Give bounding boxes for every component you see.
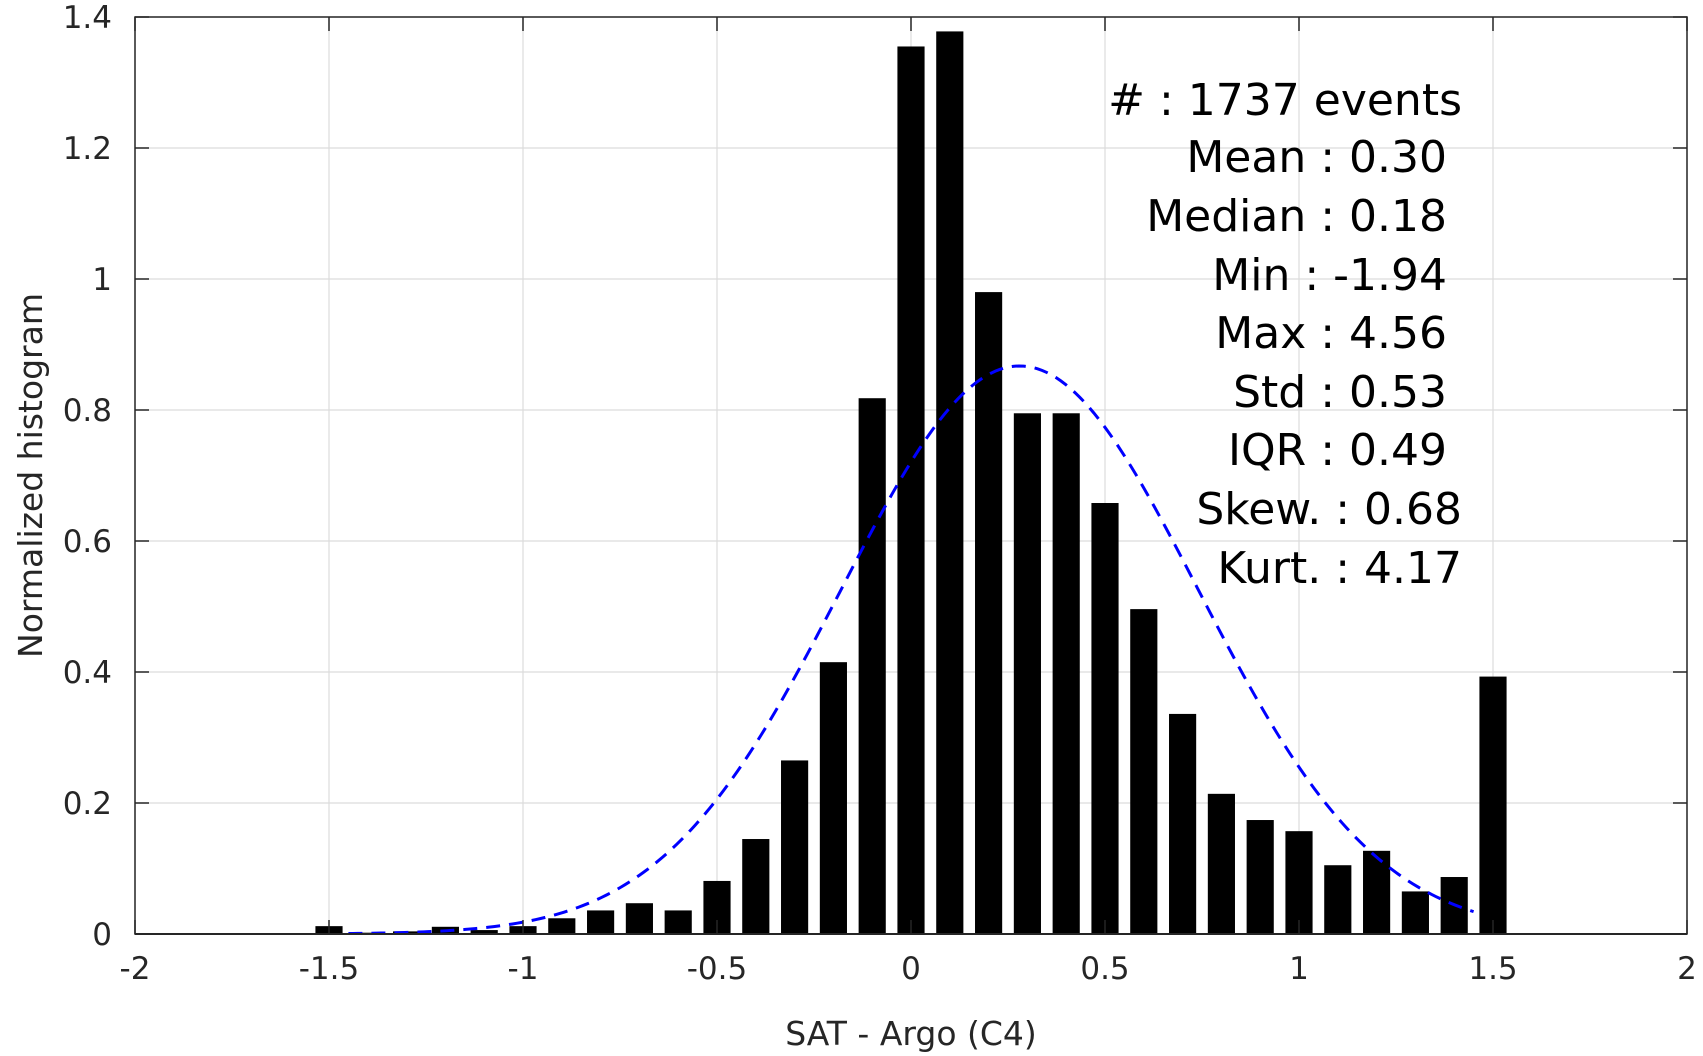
y-tick-label-2: 0.4: [63, 655, 112, 691]
stats-line-kurt: Kurt. : 4.17: [1217, 543, 1462, 594]
histogram-bar-27: [1363, 850, 1391, 934]
y-tick-label-7: 1.4: [63, 0, 112, 36]
histogram-bar-24: [1246, 820, 1274, 934]
histogram-bar-7: [587, 910, 615, 934]
x-tick-label-7: 1.5: [1468, 951, 1517, 987]
x-tick-label-1: -1.5: [299, 951, 360, 987]
histogram-bar-30: [1479, 676, 1507, 934]
y-tick-label-6: 1.2: [63, 131, 112, 167]
x-tick-label-0: -2: [120, 951, 151, 987]
stats-line-median: Median : 0.18: [1146, 191, 1447, 242]
histogram-bar-18: [1013, 413, 1041, 934]
histogram-bar-9: [664, 910, 692, 934]
histogram-bar-8: [625, 903, 653, 934]
histogram-bar-28: [1401, 891, 1429, 934]
histogram-bar-4: [470, 930, 498, 934]
histogram-bar-20: [1091, 503, 1119, 934]
x-tick-label-5: 0.5: [1080, 951, 1129, 987]
histogram-bar-16: [936, 31, 964, 935]
stats-line-mean: Mean : 0.30: [1186, 132, 1447, 183]
histogram-bar-6: [548, 918, 576, 934]
y-tick-label-1: 0.2: [63, 786, 112, 822]
histogram-bar-15: [897, 46, 925, 935]
normal-fit-curve: [348, 364, 1475, 936]
stats-line-iqr: IQR : 0.49: [1228, 425, 1447, 476]
y-tick-label-5: 1: [92, 262, 112, 298]
statistics-annotation: # : 1737 events Mean : 0.30 Median : 0.1…: [1108, 75, 1462, 594]
y-tick-labels: 0 0.2 0.4 0.6 0.8 1 1.2 1.4: [63, 0, 112, 953]
x-tick-label-8: 2: [1677, 951, 1697, 987]
histogram-bar-22: [1169, 713, 1197, 934]
y-axis-label: Normalized histogram: [11, 293, 50, 658]
stats-line-skew: Skew. : 0.68: [1196, 484, 1462, 535]
x-axis-label: SAT - Argo (C4): [785, 1014, 1037, 1053]
stats-line-count: # : 1737 events: [1108, 75, 1462, 126]
histogram-bar-13: [819, 662, 847, 934]
axis-ticks: [134, 16, 1688, 935]
x-tick-label-3: -0.5: [687, 951, 748, 987]
y-tick-label-0: 0: [92, 917, 112, 953]
x-tick-label-6: 1: [1289, 951, 1309, 987]
histogram-bar-21: [1130, 609, 1158, 934]
histogram-bars: [315, 31, 1507, 935]
histogram-bar-14: [858, 398, 886, 935]
histogram-bar-23: [1207, 793, 1235, 934]
stats-line-max: Max : 4.56: [1215, 308, 1447, 359]
x-tick-labels: -2 -1.5 -1 -0.5 0 0.5 1 1.5 2: [120, 951, 1697, 987]
y-tick-label-3: 0.6: [63, 524, 112, 560]
x-tick-label-2: -1: [508, 951, 539, 987]
x-tick-label-4: 0: [901, 951, 921, 987]
histogram-bar-25: [1285, 831, 1313, 934]
histogram-bar-26: [1324, 865, 1352, 934]
histogram-bar-19: [1052, 413, 1080, 934]
stats-line-min: Min : -1.94: [1212, 250, 1447, 301]
histogram-bar-12: [781, 760, 809, 934]
stats-line-std: Std : 0.53: [1233, 367, 1447, 418]
histogram-bar-17: [975, 292, 1003, 935]
histogram-bar-11: [742, 839, 770, 934]
y-tick-label-4: 0.8: [63, 393, 112, 429]
